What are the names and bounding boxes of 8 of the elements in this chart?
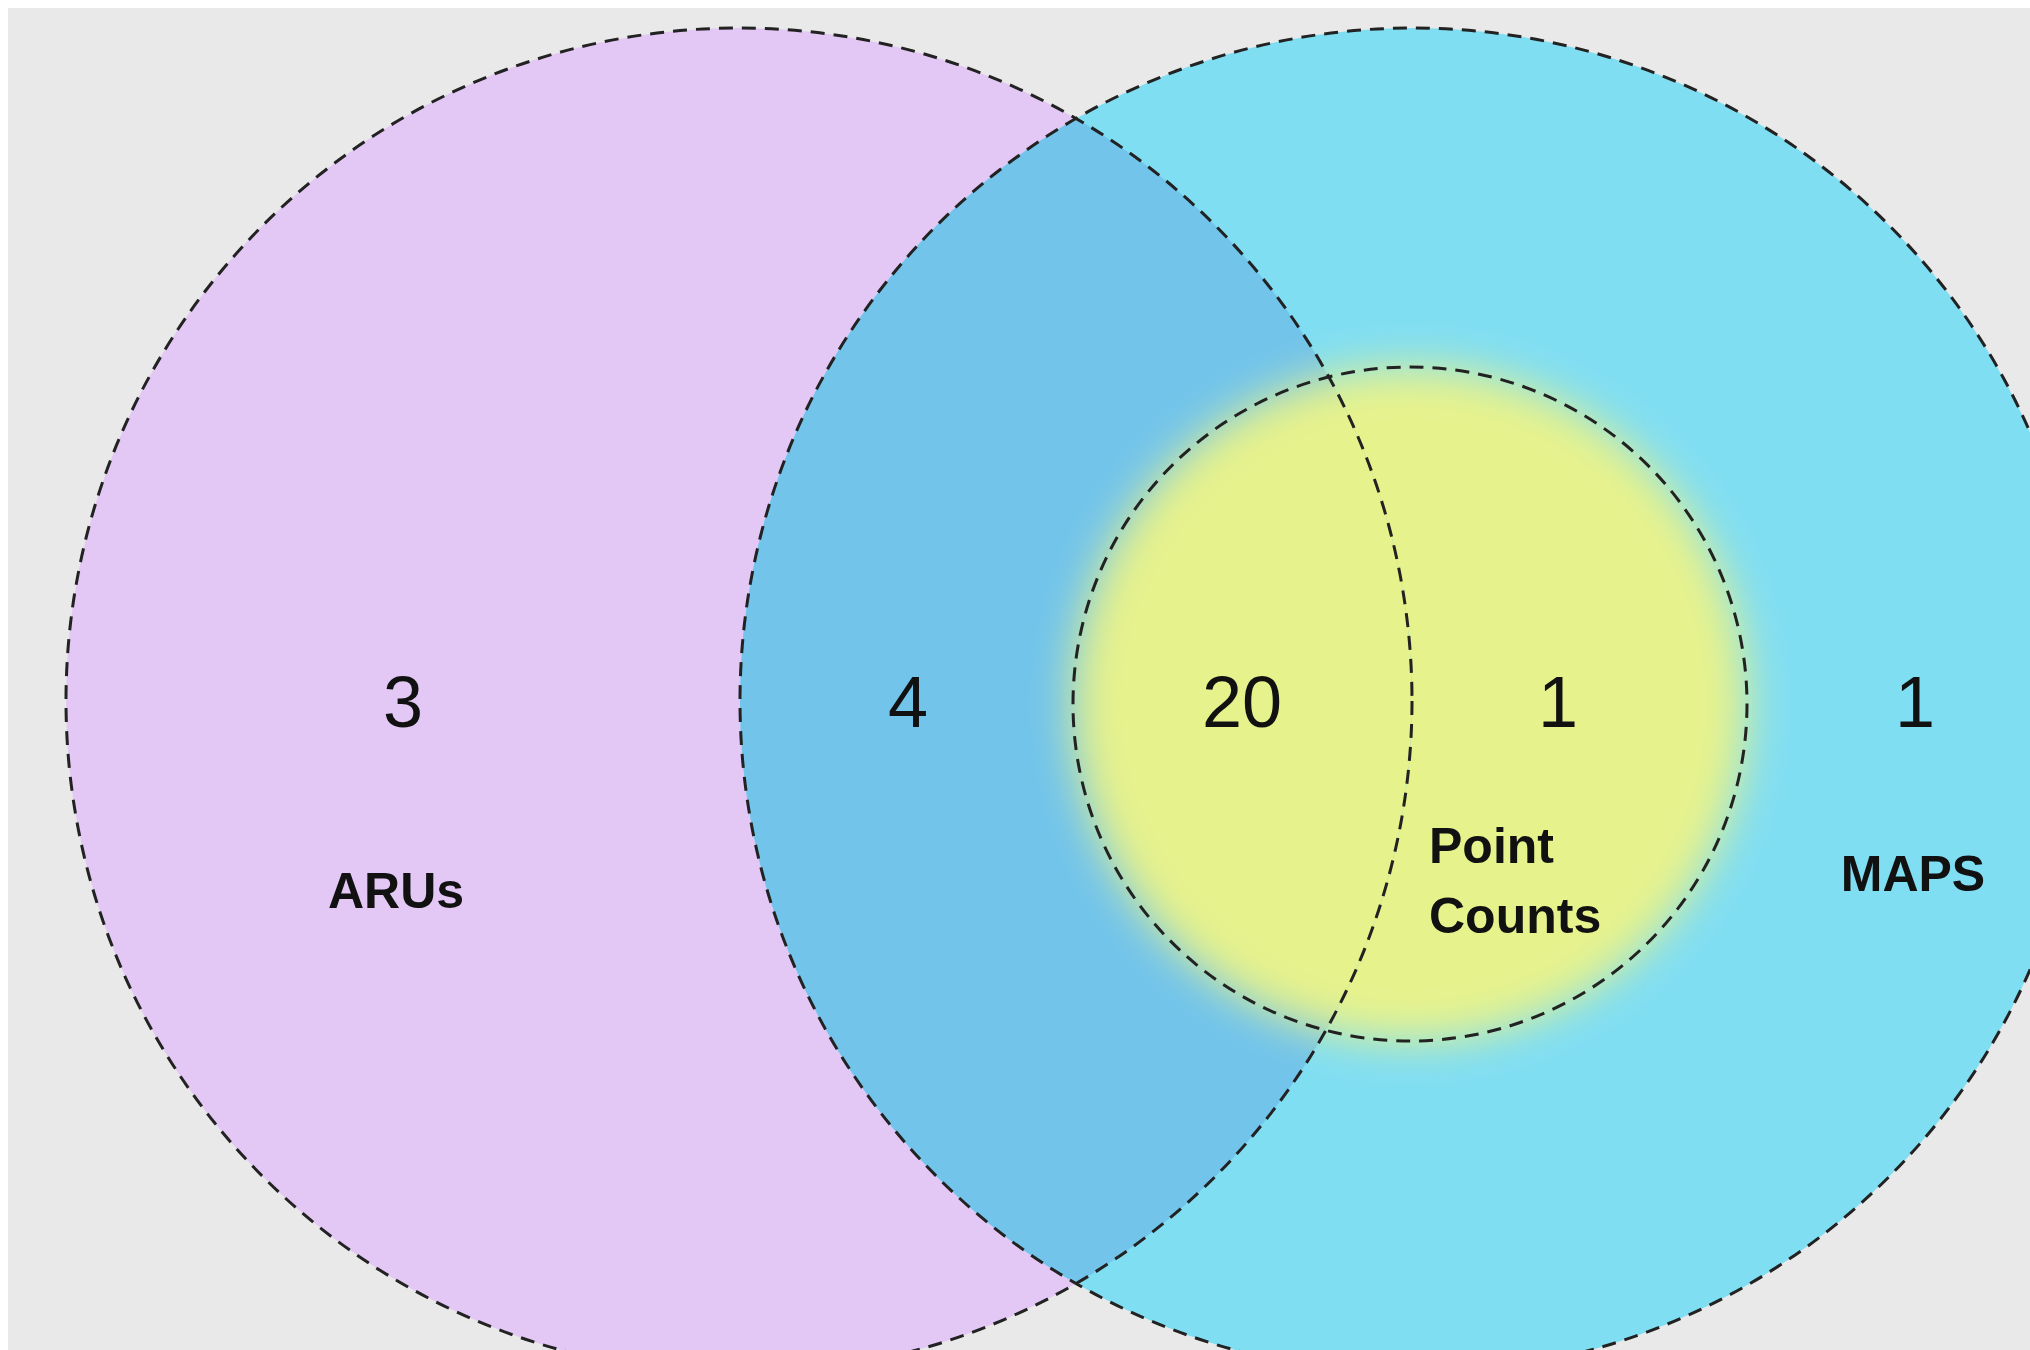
data-label: 20 bbox=[1201, 662, 1283, 743]
data-label: 4 bbox=[887, 662, 929, 743]
data-label: 1 bbox=[1537, 662, 1579, 743]
data-label: 1 bbox=[1894, 662, 1936, 743]
text: MAPS bbox=[1840, 846, 1986, 903]
data-label: 3 bbox=[382, 662, 424, 743]
text: Point Counts bbox=[1429, 818, 1602, 945]
text: ARUs bbox=[327, 863, 465, 920]
